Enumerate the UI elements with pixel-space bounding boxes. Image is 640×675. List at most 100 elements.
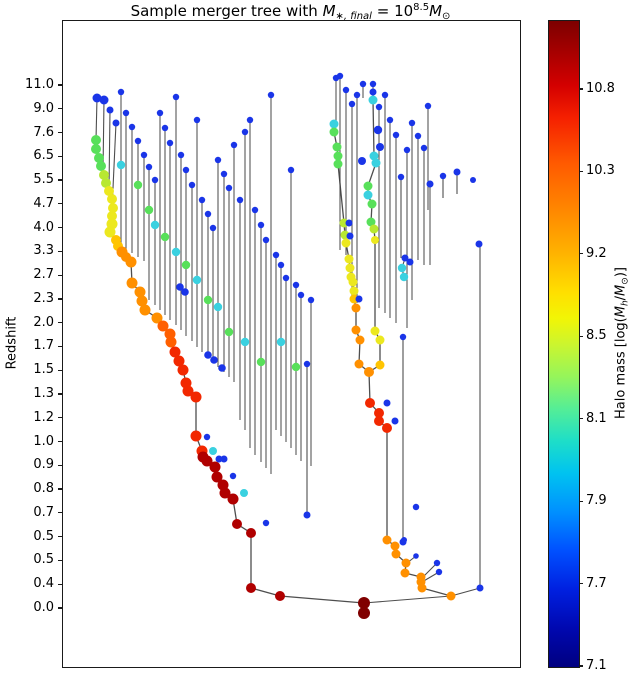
cb-label-prefix: Halo mass [log(: [613, 317, 629, 419]
halo-node: [246, 116, 254, 124]
y-tick-mark: [58, 155, 62, 157]
halo-node: [151, 176, 159, 184]
halo-node: [96, 161, 106, 171]
halo-node: [351, 325, 361, 335]
halo-node: [374, 408, 384, 418]
colorbar-tick-mark: [579, 335, 583, 337]
halo-node: [276, 337, 286, 347]
title-mass-symbol: M: [322, 2, 336, 20]
halo-node: [134, 286, 146, 298]
y-tick-mark: [58, 227, 62, 229]
colorbar-tick-mark: [579, 418, 583, 420]
tree-edge: [450, 587, 481, 597]
halo-node: [369, 88, 377, 96]
y-tick-label: 7.6: [33, 124, 54, 140]
halo-node: [229, 472, 237, 480]
halo-node: [91, 135, 101, 145]
halo-node: [400, 568, 410, 578]
halo-node: [382, 423, 392, 433]
halo-node: [230, 141, 238, 149]
halo-node: [173, 355, 185, 367]
halo-node: [333, 151, 343, 161]
plot-title: Sample merger tree with M∗, final = 108.…: [62, 2, 519, 22]
halo-node: [275, 591, 285, 601]
halo-node: [424, 102, 432, 110]
halo-node: [209, 224, 217, 232]
y-tick-label: 0.0: [33, 599, 54, 615]
y-tick-label: 0.4: [33, 576, 54, 592]
y-tick-mark: [58, 417, 62, 419]
halo-node: [219, 487, 231, 499]
y-tick-mark: [58, 464, 62, 466]
halo-node: [345, 219, 353, 227]
halo-node: [355, 295, 363, 303]
colorbar-tick-label: 7.7: [586, 575, 607, 591]
halo-node: [373, 125, 383, 135]
halo-node: [176, 283, 184, 291]
y-tick-label: 1.3: [33, 386, 54, 401]
halo-node: [368, 95, 378, 105]
halo-node: [371, 236, 379, 244]
halo-node: [351, 303, 361, 313]
halo-node: [104, 226, 116, 238]
halo-node: [287, 166, 295, 174]
halo-node: [139, 304, 151, 316]
cb-label-m2: M: [613, 284, 629, 296]
cb-label-sub1: h: [620, 300, 631, 307]
halo-node: [108, 203, 118, 213]
halo-node: [107, 194, 117, 204]
halo-node: [107, 211, 117, 221]
halo-node: [99, 170, 109, 180]
colorbar-tick-mark: [579, 500, 583, 502]
halo-node: [292, 281, 300, 289]
y-tick-mark: [58, 512, 62, 514]
cb-label-slash: /: [613, 295, 629, 301]
halo-node: [172, 93, 180, 101]
halo-node: [375, 335, 385, 345]
halo-node: [116, 160, 126, 170]
halo-node: [92, 93, 102, 103]
colorbar: [548, 20, 580, 668]
halo-node: [240, 489, 248, 497]
halo-node: [382, 535, 392, 545]
colorbar-gradient: [549, 21, 579, 667]
title-mass-symbol-2: M: [429, 2, 443, 20]
halo-node: [145, 163, 153, 171]
y-tick-label: 4.7: [33, 195, 54, 211]
halo-node: [203, 433, 211, 441]
halo-node: [375, 103, 383, 111]
halo-node: [401, 537, 407, 543]
halo-node: [160, 232, 170, 242]
halo-node: [182, 166, 190, 174]
y-tick-label: 2.7: [33, 267, 54, 283]
colorbar-tick-mark: [579, 582, 583, 585]
y-tick-mark: [58, 131, 62, 134]
halo-node: [225, 184, 233, 192]
halo-node: [133, 180, 143, 190]
halo-node: [348, 277, 358, 287]
y-tick-mark: [58, 250, 62, 252]
y-tick-label: 2.0: [33, 314, 54, 330]
halo-node: [144, 205, 154, 215]
halo-node: [420, 144, 428, 152]
halo-node: [140, 151, 148, 159]
y-tick-mark: [58, 488, 62, 490]
halo-node: [397, 263, 407, 273]
halo-node: [166, 139, 174, 147]
halo-node: [369, 224, 379, 234]
title-exponent: 8.5: [413, 2, 430, 13]
halo-node: [370, 326, 380, 336]
halo-node: [476, 584, 484, 592]
cb-label-suffix: )]: [613, 267, 629, 278]
halo-node: [446, 591, 456, 601]
y-tick-label: 1.2: [33, 409, 54, 425]
halo-node: [345, 263, 355, 273]
halo-node: [157, 320, 169, 332]
halo-node: [363, 190, 373, 200]
y-tick-mark: [58, 536, 62, 538]
halo-node: [210, 356, 218, 364]
halo-node: [177, 364, 189, 376]
halo-node: [475, 240, 483, 248]
halo-node: [403, 146, 411, 154]
halo-node: [435, 568, 443, 576]
